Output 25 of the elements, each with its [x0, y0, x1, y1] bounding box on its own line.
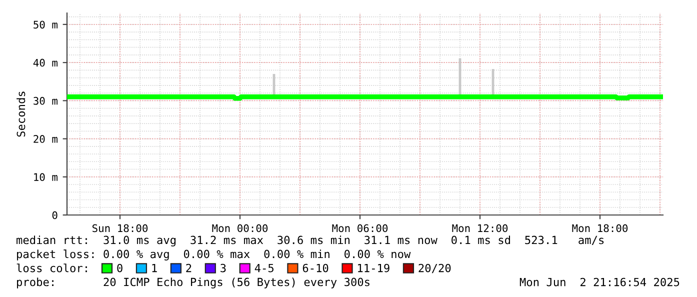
legend-label: 6-10: [302, 264, 328, 272]
y-tick-label: 40 m: [33, 58, 58, 67]
text: Mon Jun 2 21:16:54 2025: [520, 278, 680, 286]
legend-title: loss color:: [16, 264, 87, 272]
y-tick-label: 30 m: [34, 96, 58, 105]
legend-label: 20/20: [418, 264, 451, 274]
text: probe: 20 ICMP Echo Pings (56 Bytes) every 300s: [17, 278, 370, 288]
legend-label: 11-19: [358, 264, 390, 272]
x-tick-label: Mon 06:00: [332, 224, 388, 232]
y-tick-label: 50 m: [34, 20, 58, 29]
legend-label: 4-5: [254, 264, 274, 272]
legend-label: 2: [186, 264, 192, 272]
x-tick-label: Mon 12:00: [452, 224, 508, 232]
text: packet loss: 0.00 % avg 0.00 % max 0.00 % min 0.00 % now: [17, 250, 411, 260]
legend-label: 1: [152, 264, 157, 272]
legend-label: 0: [117, 264, 122, 272]
x-tick-label: Sun 18:00: [92, 224, 148, 232]
y-axis-title: Seconds: [16, 92, 26, 137]
x-tick-label: Mon 18:00: [572, 224, 628, 232]
x-tick-label: Mon 00:00: [212, 224, 268, 232]
y-tick-label: 0: [52, 211, 58, 220]
y-tick-label: 10 m: [34, 173, 58, 182]
legend-label: 3: [220, 264, 226, 272]
text: median rtt: 31.0 ms avg 31.2 ms max 30.6 ms min 31.1 ms now 0.1 ms sd 523.1 am/s: [16, 236, 604, 246]
y-tick-label: 20 m: [34, 135, 58, 143]
